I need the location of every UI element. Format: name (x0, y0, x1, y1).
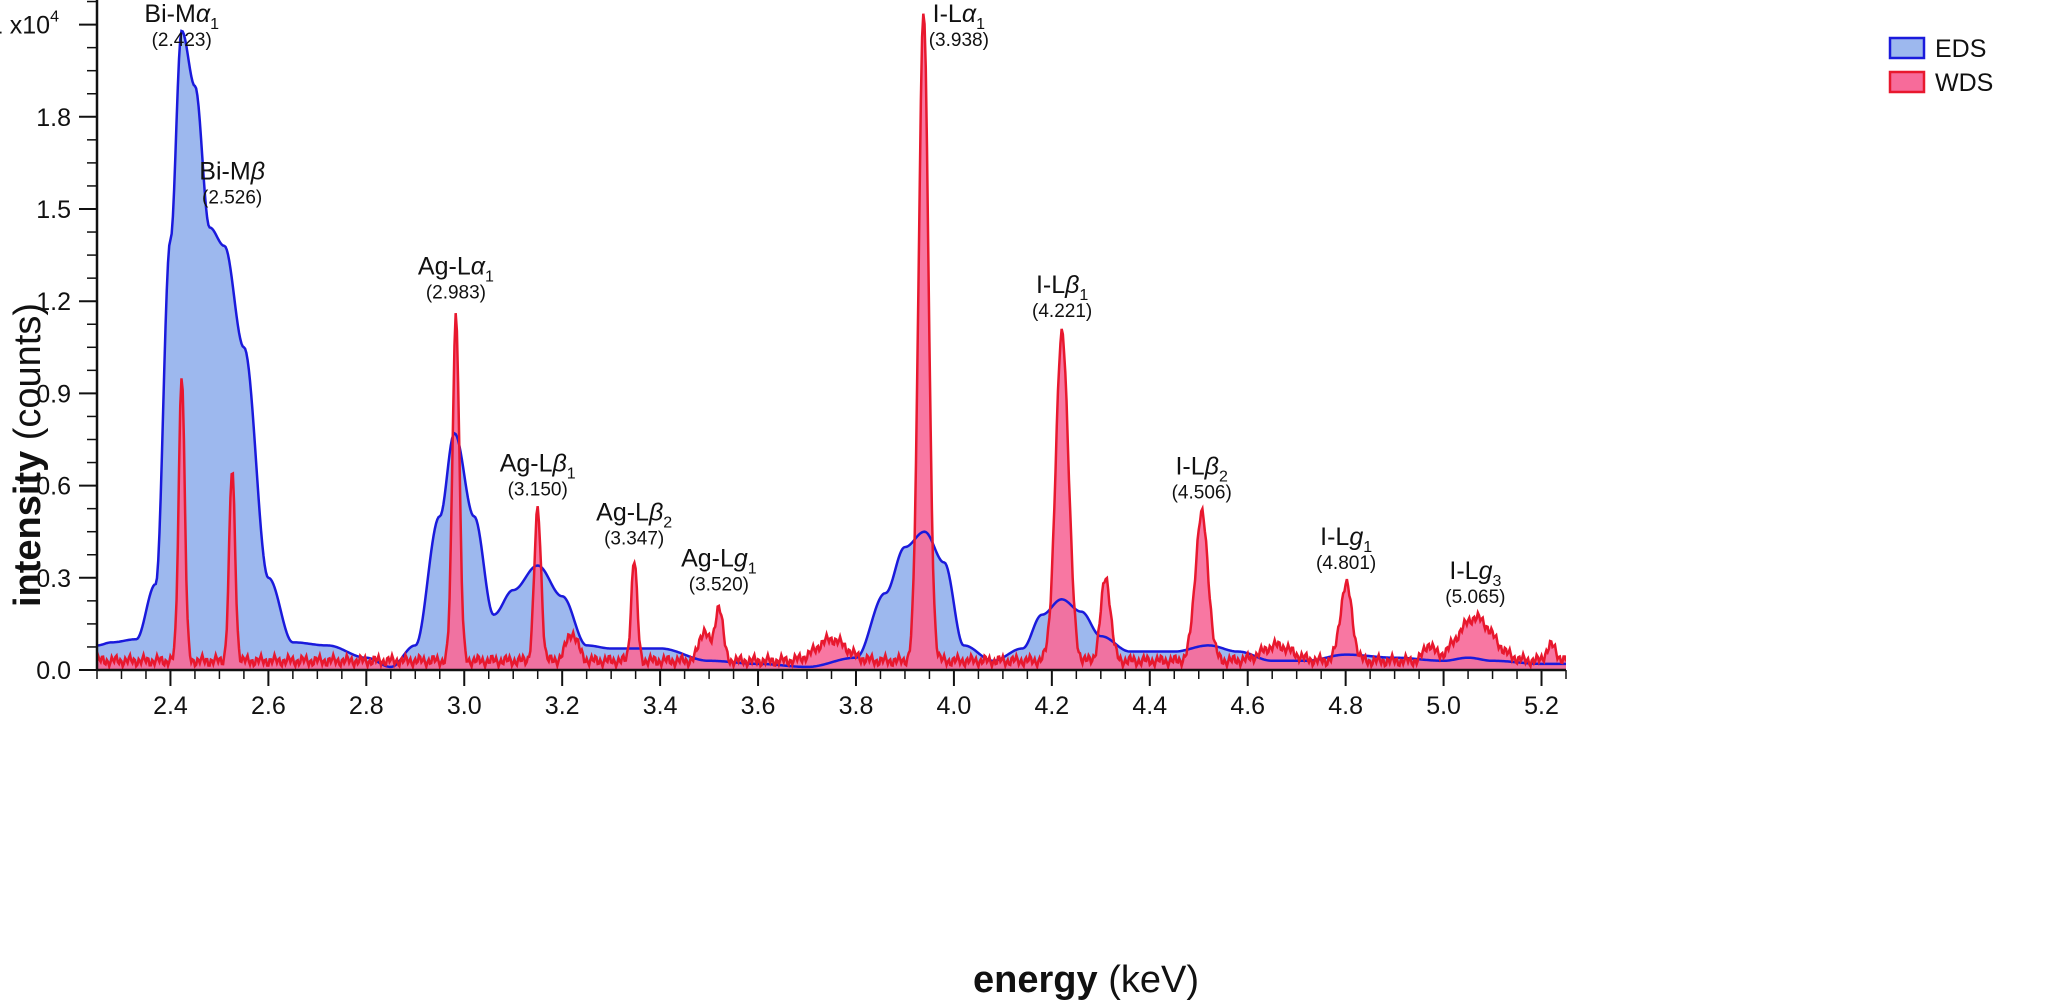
peak-label: I-Lα1(3.938) (929, 0, 989, 51)
y-tick-label: 0.6 (36, 473, 71, 501)
x-tick-label: 5.2 (1524, 692, 1559, 720)
x-tick-label: 5.0 (1426, 692, 1461, 720)
legend-eds-label: EDS (1935, 35, 1986, 63)
x-tick-label: 2.4 (153, 692, 188, 720)
y-axis-title-bold: intensity (7, 451, 49, 607)
peak-name: Ag-Lβ2 (596, 499, 672, 532)
peak-label: Ag-Lβ1(3.150) (500, 449, 576, 500)
peak-energy: (4.801) (1316, 553, 1376, 574)
peak-name: I-Lβ2 (1175, 452, 1227, 485)
x-tick-label: 4.6 (1230, 692, 1265, 720)
peak-name: Ag-Lβ1 (500, 449, 576, 482)
x-tick-label: 3.6 (741, 692, 776, 720)
x-tick-label: 4.0 (937, 692, 972, 720)
peak-energy: (2.423) (152, 30, 212, 51)
peak-energy: (3.520) (689, 575, 749, 596)
x-axis-title-unit: (keV) (1108, 959, 1199, 1001)
y-tick-label: 0.0 (36, 657, 71, 685)
peak-name: I-Lα1 (933, 0, 985, 33)
x-tick-label: 4.8 (1328, 692, 1363, 720)
x-tick-label: 2.8 (349, 692, 384, 720)
x-axis-title: energy (keV) (973, 959, 1199, 1001)
peak-name: I-Lg3 (1449, 557, 1501, 590)
peak-name: Bi-Mβ (199, 157, 265, 185)
eds-area (97, 30, 1566, 670)
peak-label: Ag-Lg1(3.520) (681, 545, 757, 596)
peak-energy: (4.506) (1172, 482, 1232, 503)
peak-name: Bi-Mα1 (144, 0, 219, 33)
plot-area (97, 13, 1566, 670)
x-axis-title-bold: energy (973, 959, 1098, 1001)
peak-annotations: Bi-Mα1(2.423)Bi-Mβ(2.526)Ag-Lα1(2.983)Ag… (144, 0, 1505, 608)
peak-label: I-Lβ2(4.506) (1172, 452, 1232, 503)
y-tick-label: 2.1 x104 (0, 9, 59, 40)
x-tick-label: 2.6 (251, 692, 286, 720)
peak-name: I-Lβ1 (1036, 271, 1088, 304)
wds-line (97, 13, 1566, 670)
peak-energy: (2.983) (426, 283, 486, 304)
peak-energy: (5.065) (1445, 587, 1505, 608)
y-tick-label: 1.5 (36, 196, 71, 224)
x-tick-label: 3.0 (447, 692, 482, 720)
peak-energy: (4.221) (1032, 301, 1092, 322)
legend-wds-swatch (1888, 70, 1926, 94)
peak-label: Bi-Mα1(2.423) (144, 0, 219, 51)
peak-energy: (3.938) (929, 30, 989, 51)
peak-name: Ag-Lα1 (418, 253, 494, 286)
legend: EDS WDS (1888, 35, 1993, 97)
peak-energy: (3.347) (604, 529, 664, 550)
x-tick-label: 4.2 (1034, 692, 1069, 720)
peak-energy: (2.526) (202, 187, 262, 208)
y-tick-label: 1.8 (36, 104, 71, 132)
peak-label: Bi-Mβ(2.526) (199, 157, 265, 208)
peak-label: Ag-Lα1(2.983) (418, 253, 494, 304)
peak-label: I-Lg1(4.801) (1316, 523, 1376, 574)
peak-label: Ag-Lβ2(3.347) (596, 499, 672, 550)
peak-label: I-Lg3(5.065) (1445, 557, 1505, 608)
y-tick-label: 1.2 (36, 288, 71, 316)
peak-name: Ag-Lg1 (681, 545, 757, 578)
peak-name: I-Lg1 (1320, 523, 1372, 556)
y-tick-label: 0.9 (36, 380, 71, 408)
peak-energy: (3.150) (508, 479, 568, 500)
y-axis-title-unit: (counts) (7, 303, 49, 440)
y-axis-title: intensity (counts) (7, 303, 49, 607)
x-tick-label: 3.8 (839, 692, 874, 720)
y-exponent: 4 (50, 9, 59, 26)
axes: 2.4 2.6 2.8 3.0 3.2 3.4 3.6 3.8 4.0 4.2 4.4 4.6 4.8 5… (0, 0, 1567, 720)
x-tick-label: 4.4 (1132, 692, 1167, 720)
y-tick-label: 0.3 (36, 565, 71, 593)
peak-label: I-Lβ1(4.221) (1032, 271, 1092, 322)
x-tick-label: 3.2 (545, 692, 580, 720)
legend-wds-label: WDS (1935, 69, 1993, 97)
x-tick-label: 3.4 (643, 692, 678, 720)
legend-eds-swatch (1888, 36, 1926, 60)
